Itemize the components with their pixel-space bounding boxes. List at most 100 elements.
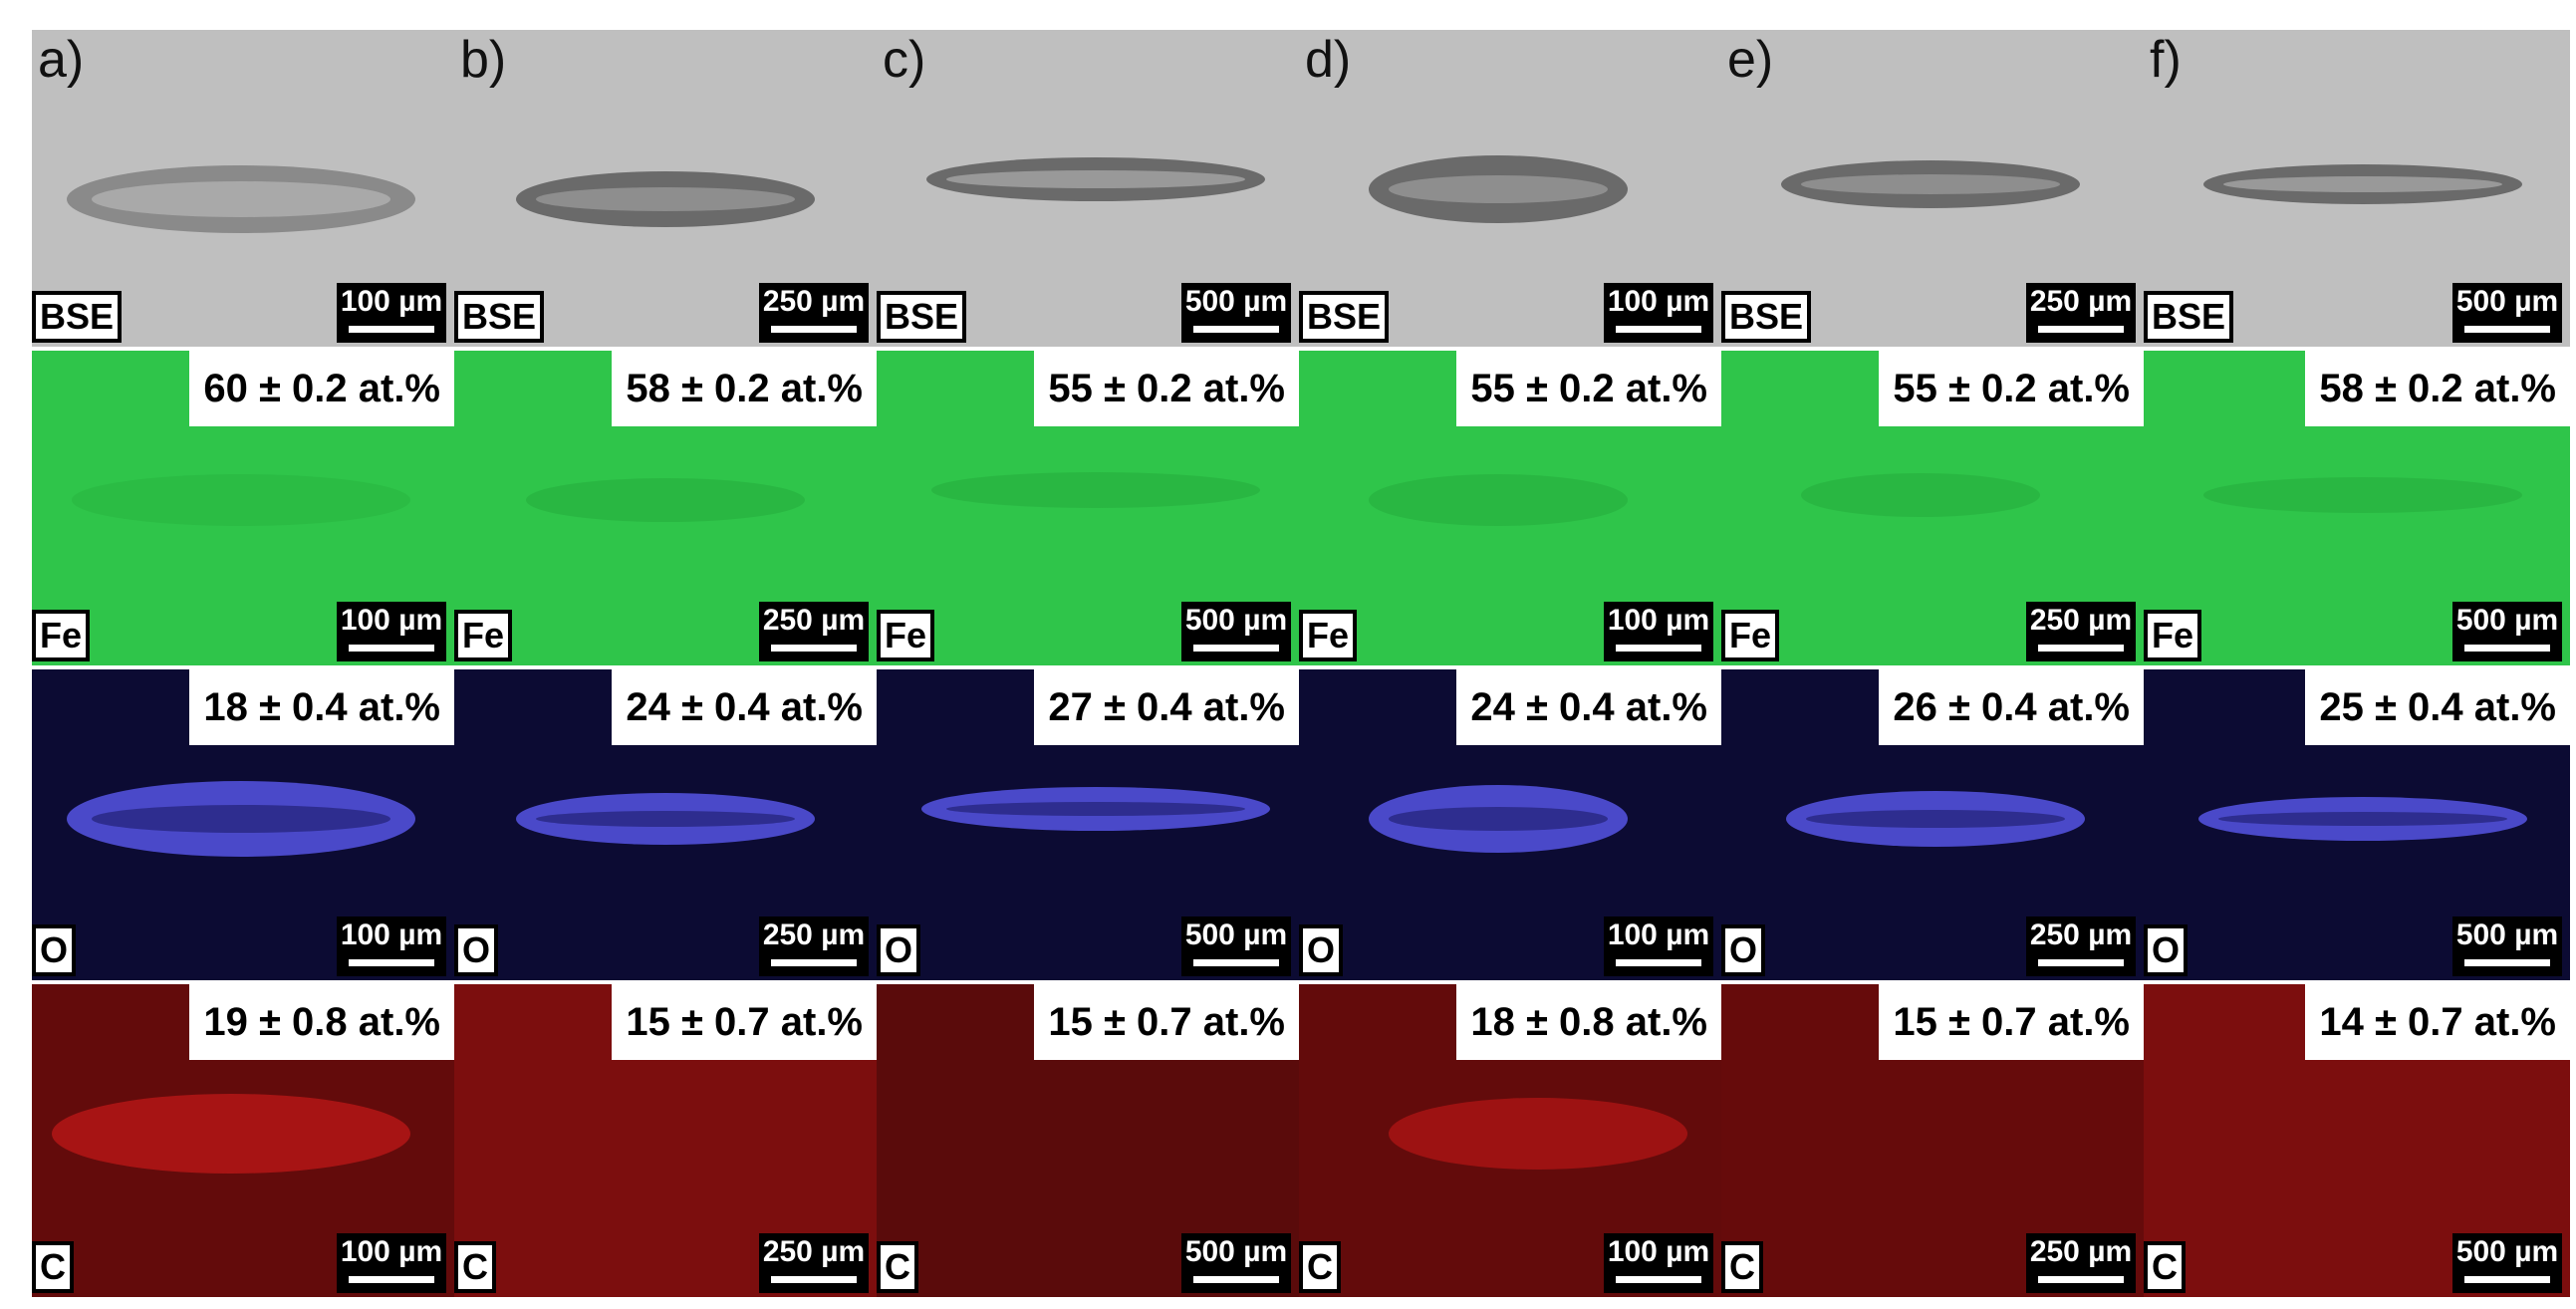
scale-bar: 250 µm (2026, 283, 2136, 343)
panel-letter: a) (38, 31, 85, 89)
element-label: C (877, 1241, 918, 1293)
c-concentration: 18 ± 0.8 at.% (1456, 984, 1721, 1060)
c-concentration: 14 ± 0.7 at.% (2305, 984, 2570, 1060)
scale-bar: 100 µm (1604, 602, 1713, 661)
panel-letter: f) (2150, 31, 2182, 89)
c-concentration: 15 ± 0.7 at.% (612, 984, 877, 1060)
element-label: Fe (454, 610, 513, 661)
element-label: C (1721, 1241, 1763, 1293)
element-label: C (1299, 1241, 1341, 1293)
element-label: Fe (1299, 610, 1358, 661)
panel-d-bse: d) BSE 100 µm (1299, 30, 1721, 347)
scale-bar: 250 µm (2026, 916, 2136, 976)
wear-track-image (2203, 164, 2522, 204)
scale-bar: 250 µm (2026, 602, 2136, 661)
panel-c-o: 27 ± 0.4 at.% O 500 µm (877, 669, 1299, 980)
panel-b-o: 24 ± 0.4 at.% O 250 µm (454, 669, 877, 980)
scale-bar: 100 µm (1604, 916, 1713, 976)
panel-a-fe: 60 ± 0.2 at.% Fe 100 µm (32, 351, 454, 665)
fe-concentration: 55 ± 0.2 at.% (1456, 351, 1721, 426)
c-concentration: 15 ± 0.7 at.% (1879, 984, 2144, 1060)
scale-bar: 100 µm (1604, 1233, 1713, 1293)
panel-c-fe: 55 ± 0.2 at.% Fe 500 µm (877, 351, 1299, 665)
panel-c-bse: c) BSE 500 µm (877, 30, 1299, 347)
element-label: O (2144, 924, 2189, 976)
scale-bar: 250 µm (2026, 1233, 2136, 1293)
scale-bar: 100 µm (1604, 283, 1713, 343)
scale-bar: 500 µm (2452, 602, 2562, 661)
panel-e-fe: 55 ± 0.2 at.% Fe 250 µm (1721, 351, 2144, 665)
c-concentration: 19 ± 0.8 at.% (189, 984, 454, 1060)
element-label: BSE (32, 291, 123, 343)
wear-track-image (67, 165, 415, 233)
panel-f-bse: f) BSE 500 µm (2144, 30, 2570, 347)
o-concentration: 27 ± 0.4 at.% (1034, 669, 1299, 745)
element-label: Fe (32, 610, 91, 661)
panel-e-bse: e) BSE 250 µm (1721, 30, 2144, 347)
o-concentration: 24 ± 0.4 at.% (612, 669, 877, 745)
scale-bar: 500 µm (2452, 283, 2562, 343)
fe-concentration: 55 ± 0.2 at.% (1879, 351, 2144, 426)
fe-concentration: 58 ± 0.2 at.% (2305, 351, 2570, 426)
fe-map (526, 478, 805, 522)
element-label: BSE (454, 291, 545, 343)
panel-a-bse: a) BSE 100 µm (32, 30, 454, 347)
fe-map (1801, 473, 2040, 517)
fe-map (72, 474, 410, 526)
o-map (2198, 797, 2527, 841)
fe-concentration: 55 ± 0.2 at.% (1034, 351, 1299, 426)
element-label: Fe (1721, 610, 1780, 661)
panel-d-c: 18 ± 0.8 at.% C 100 µm (1299, 984, 1721, 1297)
o-map (67, 781, 415, 857)
element-label: O (32, 924, 77, 976)
panel-f-c: 14 ± 0.7 at.% C 500 µm (2144, 984, 2570, 1297)
panel-letter: b) (460, 31, 507, 89)
panel-d-fe: 55 ± 0.2 at.% Fe 100 µm (1299, 351, 1721, 665)
scale-bar: 250 µm (759, 602, 869, 661)
panel-d-o: 24 ± 0.4 at.% O 100 µm (1299, 669, 1721, 980)
scale-bar: 500 µm (1181, 916, 1291, 976)
element-label: C (32, 1241, 74, 1293)
panel-e-c: 15 ± 0.7 at.% C 250 µm (1721, 984, 2144, 1297)
c-concentration: 15 ± 0.7 at.% (1034, 984, 1299, 1060)
scale-bar: 500 µm (1181, 1233, 1291, 1293)
scale-bar: 500 µm (1181, 602, 1291, 661)
fe-map (1369, 474, 1628, 526)
panel-b-c: 15 ± 0.7 at.% C 250 µm (454, 984, 877, 1297)
scale-bar: 100 µm (337, 283, 446, 343)
o-map (1369, 785, 1628, 853)
fe-concentration: 60 ± 0.2 at.% (189, 351, 454, 426)
panel-letter: c) (883, 31, 926, 89)
panel-c-c: 15 ± 0.7 at.% C 500 µm (877, 984, 1299, 1297)
fe-concentration: 58 ± 0.2 at.% (612, 351, 877, 426)
o-concentration: 24 ± 0.4 at.% (1456, 669, 1721, 745)
element-label: O (454, 924, 499, 976)
sem-eds-figure: a) BSE 100 µm 60 ± 0.2 at.% Fe 100 µm 18… (32, 30, 2570, 1297)
panel-f-o: 25 ± 0.4 at.% O 500 µm (2144, 669, 2570, 980)
panel-b-bse: b) BSE 250 µm (454, 30, 877, 347)
panel-f-fe: 58 ± 0.2 at.% Fe 500 µm (2144, 351, 2570, 665)
wear-track-image (926, 157, 1265, 201)
wear-track-image (1781, 160, 2080, 208)
wear-track-image (516, 171, 815, 227)
panel-a-c: 19 ± 0.8 at.% C 100 µm (32, 984, 454, 1297)
scale-bar: 500 µm (1181, 283, 1291, 343)
element-label: C (2144, 1241, 2186, 1293)
scale-bar: 500 µm (2452, 1233, 2562, 1293)
o-concentration: 18 ± 0.4 at.% (189, 669, 454, 745)
panel-b-fe: 58 ± 0.2 at.% Fe 250 µm (454, 351, 877, 665)
panel-a-o: 18 ± 0.4 at.% O 100 µm (32, 669, 454, 980)
fe-map (931, 472, 1260, 508)
element-label: Fe (877, 610, 935, 661)
o-map (921, 787, 1270, 831)
element-label: C (454, 1241, 496, 1293)
o-concentration: 25 ± 0.4 at.% (2305, 669, 2570, 745)
element-label: O (877, 924, 921, 976)
element-label: BSE (2144, 291, 2234, 343)
scale-bar: 250 µm (759, 1233, 869, 1293)
scale-bar: 100 µm (337, 916, 446, 976)
o-concentration: 26 ± 0.4 at.% (1879, 669, 2144, 745)
element-label: O (1721, 924, 1766, 976)
element-label: BSE (1721, 291, 1812, 343)
element-label: BSE (877, 291, 967, 343)
